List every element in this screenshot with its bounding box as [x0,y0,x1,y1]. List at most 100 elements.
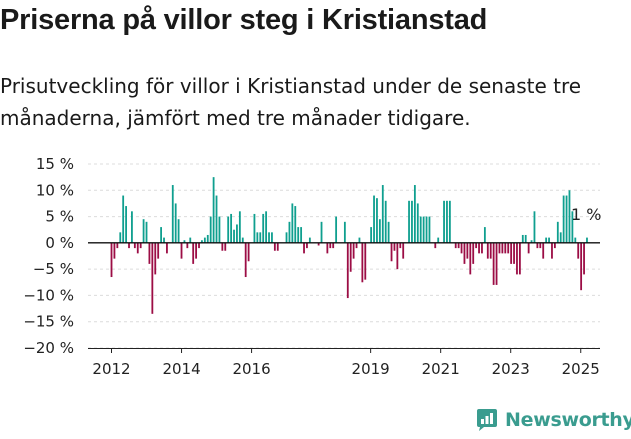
bar [428,216,431,243]
bar [113,242,116,259]
bar [262,213,265,243]
bar [434,242,437,249]
bar [259,232,262,243]
bar [271,232,273,243]
bar [574,237,577,243]
bar [163,237,165,243]
bar [297,227,300,243]
latest-value-label: 1 % [571,205,601,224]
bar [463,242,466,264]
bar [437,237,440,243]
y-tick-label: 5 % [45,208,74,226]
x-tick-label: 2012 [92,360,130,378]
bar [542,242,545,259]
bar [110,242,113,278]
bar [568,190,571,243]
bar [472,242,475,264]
bar [516,242,518,275]
annotation-group: 1 % [571,205,601,224]
y-tick-label: 10 % [36,181,74,199]
y-tick-label: −10 % [23,286,74,304]
x-tick-label: 2016 [232,360,270,378]
bar [562,195,565,243]
bar [157,242,160,259]
bar [326,242,329,254]
bar [454,242,457,249]
bar [291,203,294,243]
bar [116,242,119,249]
bar [236,224,238,243]
bar [358,237,361,243]
bar [370,227,373,243]
bar [419,216,422,243]
bar [171,185,174,243]
bar [177,219,180,243]
bar [343,221,346,243]
bar [241,237,244,243]
bar [457,242,460,249]
chart-title: Priserna på villor steg i Kristianstad [0,4,488,36]
bar [446,200,448,243]
bar [381,185,384,243]
bar [346,242,349,299]
brand-name: Newsworthy [505,409,631,431]
bar [384,200,387,243]
bar [481,242,483,254]
bar [212,177,215,243]
bar [530,240,533,243]
bar [513,242,515,264]
bar [373,195,375,243]
bar [583,242,585,275]
x-axis: 2012 2014 2016 2019 2021 2023 2025 [88,242,600,378]
bar [198,242,200,249]
bar [268,232,270,243]
y-tick-label: −5 % [33,260,74,278]
bar [183,240,186,243]
bar [288,221,291,243]
bar [501,242,504,254]
bar [180,242,183,259]
bar [448,200,451,243]
x-tick-label: 2021 [422,360,460,378]
x-tick-label: 2023 [492,360,530,378]
bar [478,242,480,254]
bar [133,242,136,249]
bar [160,227,162,243]
bar [483,227,486,243]
bar [306,242,308,249]
bar [209,216,212,243]
bar [308,237,311,243]
bar [139,242,142,249]
bar [548,237,550,243]
bar [545,237,548,243]
newsworthy-logo-icon [477,409,497,431]
bar [221,242,224,251]
x-tick-label: 2014 [162,360,200,378]
bar [317,242,320,246]
bar [399,242,402,249]
bar [498,242,501,254]
bar [201,240,203,243]
y-tick-label: 15 % [36,155,74,173]
bar [364,242,367,280]
bar [559,232,562,243]
bar [533,211,536,243]
bar [142,219,145,243]
bar [536,242,539,249]
bar [294,206,297,243]
bar [486,242,489,259]
bar [244,242,247,278]
bar [154,242,157,275]
bar [265,211,268,243]
bar [492,242,495,285]
bar [553,242,556,249]
bar [352,242,355,259]
bar [329,242,332,249]
chart-subtitle: Prisutveckling för villor i Kristianstad… [0,74,582,130]
bar [466,242,469,259]
bar [125,206,127,243]
bar [122,195,125,243]
bar [378,219,381,243]
bar [510,242,513,264]
